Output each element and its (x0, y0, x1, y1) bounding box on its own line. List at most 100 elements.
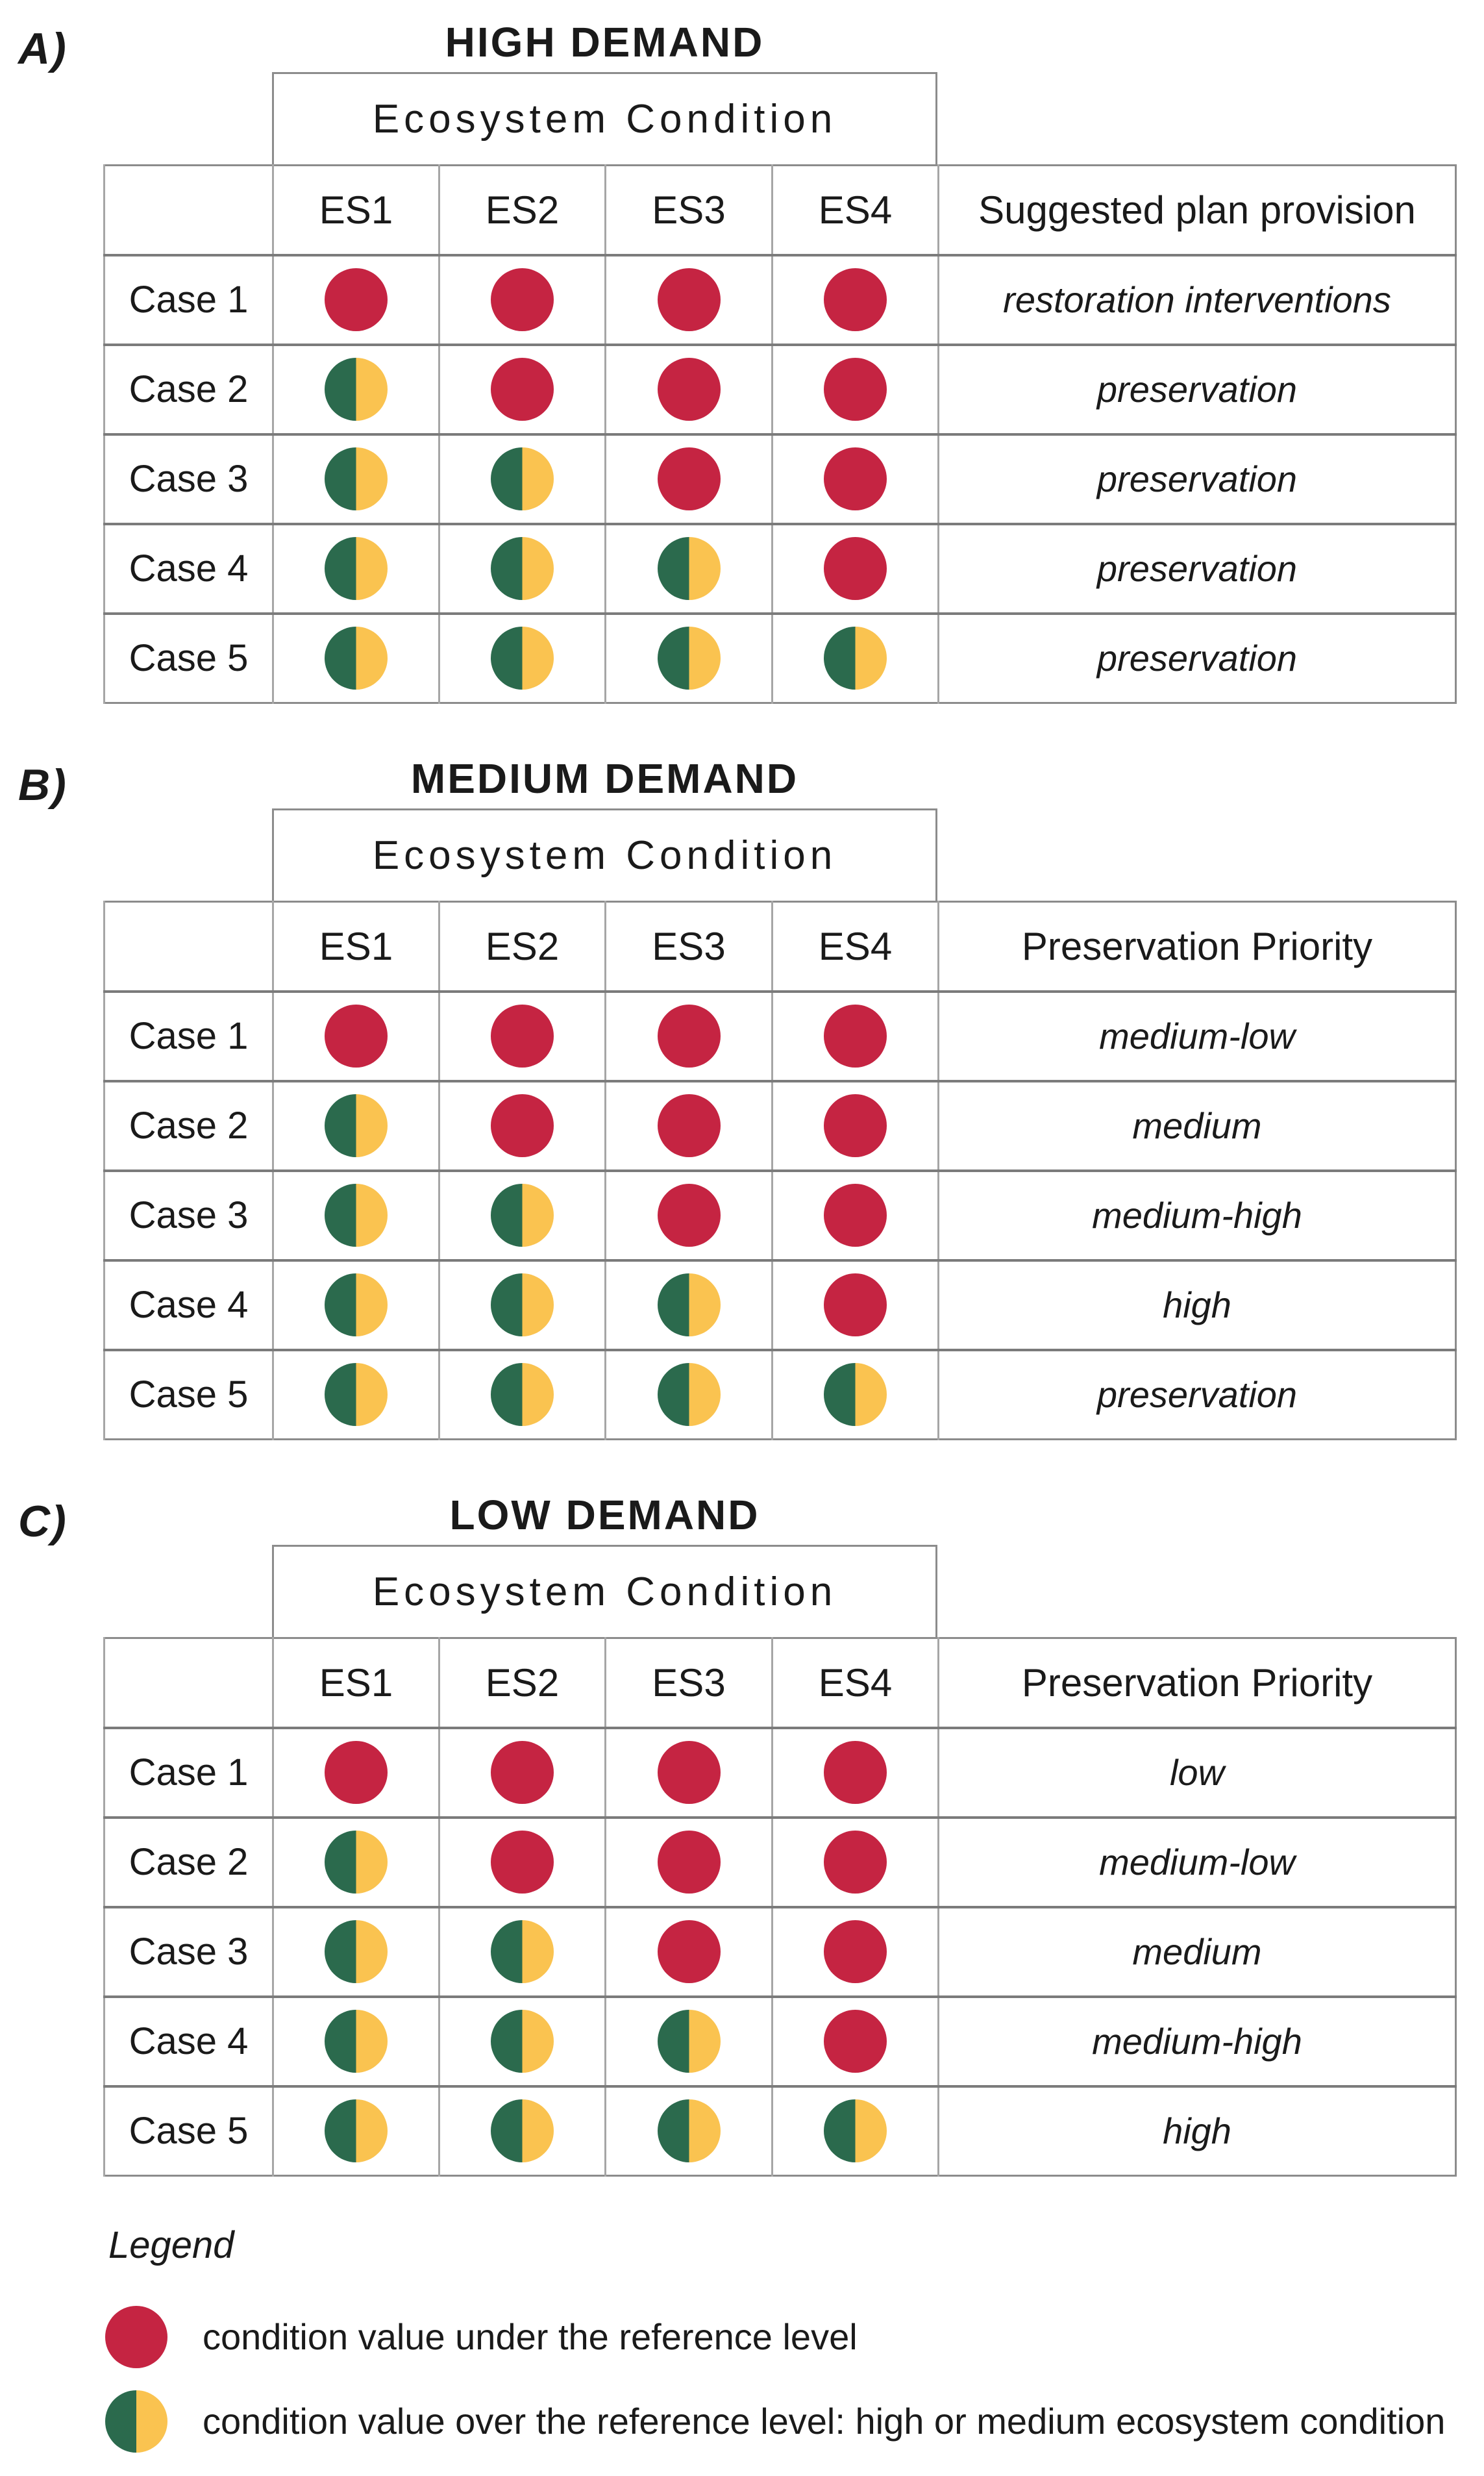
value-cell: high (937, 1258, 1456, 1350)
condition-dot-split (491, 1273, 554, 1336)
condition-dot-red (491, 1094, 554, 1157)
condition-cell (438, 1079, 606, 1171)
table-row: Case 2 preservation (103, 343, 1456, 434)
condition-cell (771, 1169, 939, 1260)
condition-cell (438, 1348, 606, 1440)
value-cell: medium (937, 1079, 1456, 1171)
conditions-table: ES1 ES2 ES3 ES4 Suggested plan provision Cas… (103, 164, 1457, 704)
table-row: Case 2 medium (103, 1079, 1456, 1171)
es-column-header: ES2 (438, 165, 606, 255)
value-cell: low (937, 1726, 1456, 1818)
condition-dot-red (824, 268, 887, 331)
condition-cell (438, 253, 606, 345)
es-column-header: ES4 (771, 1638, 939, 1728)
es-column-header: ES3 (604, 1638, 773, 1728)
condition-dot-red (491, 1831, 554, 1894)
condition-cell (272, 1169, 439, 1260)
condition-cell (272, 1995, 439, 2086)
condition-cell (272, 1726, 439, 1818)
condition-dot-split (325, 1831, 388, 1894)
case-label: Case 1 (103, 1726, 273, 1818)
condition-dot-split (657, 627, 721, 690)
condition-cell (272, 1258, 439, 1350)
case-label: Case 2 (103, 1816, 273, 1907)
value-cell: preservation (937, 432, 1456, 524)
value-column-header: Suggested plan provision (937, 165, 1456, 255)
case-label: Case 2 (103, 1079, 273, 1171)
condition-dot-red (657, 447, 721, 510)
case-label: Case 2 (103, 343, 273, 434)
condition-cell (272, 1816, 439, 1907)
condition-dot-split (824, 2099, 887, 2163)
condition-cell (438, 522, 606, 614)
condition-dot-red (657, 1920, 721, 1983)
table-row: Case 1 medium-low (103, 990, 1456, 1081)
condition-cell (771, 1816, 939, 1907)
legend-item: condition value over the reference level… (105, 2390, 1445, 2453)
value-cell: medium-low (937, 1816, 1456, 1907)
condition-dot-red (491, 268, 554, 331)
condition-cell (272, 1348, 439, 1440)
condition-dot-split (325, 1920, 388, 1983)
condition-dot-red (325, 1005, 388, 1068)
value-cell: restoration interventions (937, 253, 1456, 345)
panel-title: MEDIUM DEMAND (410, 755, 799, 802)
condition-cell (438, 1905, 606, 1997)
ecosystem-condition-label: Ecosystem Condition (372, 833, 837, 878)
condition-cell (604, 2084, 773, 2176)
es-column-header: ES4 (771, 165, 939, 255)
condition-dot-red (824, 447, 887, 510)
value-cell: medium-high (937, 1169, 1456, 1260)
condition-cell (604, 1816, 773, 1907)
table-row: Case 5 high (103, 2084, 1456, 2176)
es-column-header: ES2 (438, 901, 606, 992)
condition-dot-split (657, 1273, 721, 1336)
condition-cell (272, 343, 439, 434)
case-label: Case 5 (103, 612, 273, 703)
es-column-header: ES3 (604, 901, 773, 992)
condition-dot-red (491, 1005, 554, 1068)
condition-cell (604, 1348, 773, 1440)
es-column-header: ES1 (272, 901, 439, 992)
case-label: Case 1 (103, 990, 273, 1081)
condition-cell (604, 1258, 773, 1350)
condition-dot-red (491, 1741, 554, 1804)
value-cell: preservation (937, 522, 1456, 614)
condition-cell (604, 1169, 773, 1260)
condition-cell (604, 253, 773, 345)
case-label: Case 5 (103, 2084, 273, 2176)
value-cell: high (937, 2084, 1456, 2176)
condition-cell (771, 1079, 939, 1171)
legend-red-dot-icon (105, 2305, 167, 2368)
condition-dot-red (824, 1920, 887, 1983)
condition-dot-split (491, 2010, 554, 2073)
condition-cell (438, 2084, 606, 2176)
value-cell: preservation (937, 343, 1456, 434)
condition-cell (604, 990, 773, 1081)
condition-dot-split (325, 1184, 388, 1247)
condition-cell (438, 1995, 606, 2086)
condition-dot-split (657, 2010, 721, 2073)
condition-dot-red (824, 358, 887, 421)
condition-dot-red (824, 1005, 887, 1068)
condition-dot-red (657, 358, 721, 421)
condition-cell (771, 1348, 939, 1440)
case-label: Case 4 (103, 1258, 273, 1350)
condition-dot-split (491, 1363, 554, 1427)
condition-cell (438, 1816, 606, 1907)
panel-label: C) (18, 1497, 68, 1546)
condition-dot-split (325, 1094, 388, 1157)
condition-cell (771, 2084, 939, 2176)
case-label: Case 3 (103, 1905, 273, 1997)
condition-dot-red (657, 268, 721, 331)
condition-cell (604, 1995, 773, 2086)
condition-dot-red (824, 2010, 887, 2073)
condition-dot-split (491, 1184, 554, 1247)
condition-cell (771, 990, 939, 1081)
condition-dot-split (325, 627, 388, 690)
condition-cell (438, 612, 606, 703)
condition-cell (272, 1079, 439, 1171)
condition-cell (438, 1726, 606, 1818)
case-label: Case 3 (103, 1169, 273, 1260)
condition-dot-red (824, 537, 887, 600)
